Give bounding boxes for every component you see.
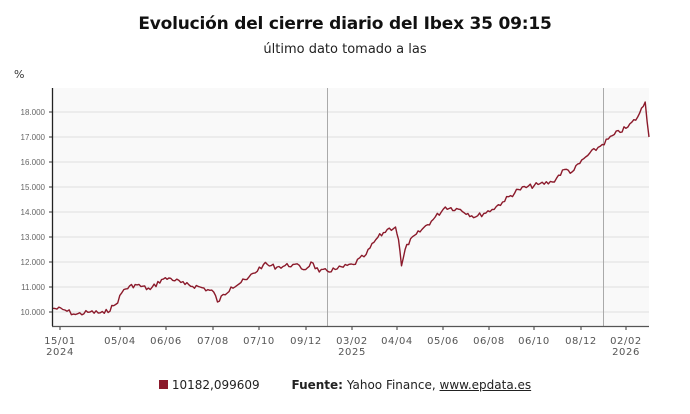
source-label: Fuente: [291,378,343,392]
x-tick-label: 04/04 [381,336,413,347]
x-tick-label: 08/12 [565,336,597,347]
legend-series-value: 10182,099609 [171,378,260,392]
x-tick-label: 06/06 [150,336,182,347]
plot-area [53,88,649,326]
x-tick-year: 2025 [338,347,366,358]
x-tick-label: 02/02 [610,336,642,347]
y-tick-label: 16.000 [21,158,46,167]
x-tick-label: 06/08 [473,336,505,347]
legend-swatch [158,380,168,389]
y-tick-label: 13.000 [21,233,46,242]
year-separator-lines [327,88,604,326]
y-tick-label: 15.000 [21,183,46,192]
x-tick-label: 09/12 [290,336,322,347]
x-tick-label: 07/10 [243,336,275,347]
ibex35-series-line [52,101,650,316]
legend: 10182,099609 Fuente: Yahoo Finance, www.… [0,378,690,392]
chart-title: Evolución del cierre diario del Ibex 35 … [138,14,552,34]
x-tick-label: 07/08 [197,336,229,347]
y-tick-label: 17.000 [21,133,46,142]
y-tick-label: 12.000 [21,258,46,267]
source-text: Yahoo Finance, [346,378,436,392]
y-tick-label: 18.000 [21,108,46,117]
x-tick-year: 2026 [612,347,640,358]
x-tick-label: 03/02 [336,336,368,347]
x-tick-label: 05/06 [427,336,459,347]
x-tick-label: 06/10 [518,336,550,347]
y-tick-label: 14.000 [21,208,46,217]
gridlines [53,111,649,313]
source-link[interactable]: www.epdata.es [439,378,532,392]
x-tick-label: 15/01 [44,336,76,347]
y-axis-unit-label: % [14,68,25,81]
y-tick-label: 11.000 [21,283,45,292]
y-axis-ticks: 10.000 11.000 12.000 13.000 14.000 15.000 16.0… [21,108,52,317]
x-tick-label: 05/04 [104,336,136,347]
chart-subtitle: último dato tomado a las [263,42,427,57]
y-tick-label: 10.000 [21,308,46,317]
x-tick-year: 2024 [46,347,74,358]
